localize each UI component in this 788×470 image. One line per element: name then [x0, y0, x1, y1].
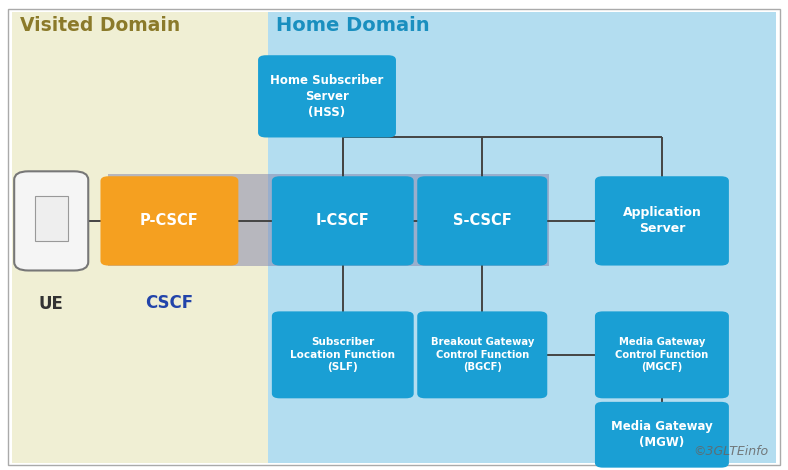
Text: Visited Domain: Visited Domain — [20, 16, 180, 35]
Text: CSCF: CSCF — [145, 294, 194, 312]
FancyBboxPatch shape — [14, 171, 88, 271]
Text: UE: UE — [39, 295, 64, 313]
FancyBboxPatch shape — [258, 55, 396, 137]
Bar — [35, 196, 68, 241]
FancyBboxPatch shape — [595, 402, 729, 468]
Text: S-CSCF: S-CSCF — [453, 213, 511, 228]
Text: Application
Server: Application Server — [623, 206, 701, 235]
FancyBboxPatch shape — [418, 312, 547, 399]
FancyBboxPatch shape — [595, 176, 729, 266]
Text: Breakout Gateway
Control Function
(BGCF): Breakout Gateway Control Function (BGCF) — [430, 337, 534, 372]
Text: I-CSCF: I-CSCF — [316, 213, 370, 228]
Text: Media Gateway
Control Function
(MGCF): Media Gateway Control Function (MGCF) — [615, 337, 708, 372]
Bar — [108, 174, 549, 266]
FancyBboxPatch shape — [101, 176, 238, 266]
Bar — [268, 12, 776, 463]
FancyBboxPatch shape — [595, 312, 729, 399]
Text: P-CSCF: P-CSCF — [140, 213, 199, 228]
Text: Media Gateway
(MGW): Media Gateway (MGW) — [611, 420, 713, 449]
Text: Home Domain: Home Domain — [276, 16, 429, 35]
Text: Home Subscriber
Server
(HSS): Home Subscriber Server (HSS) — [270, 74, 384, 119]
Text: Subscriber
Location Function
(SLF): Subscriber Location Function (SLF) — [290, 337, 396, 372]
Text: ©3GLTEinfo: ©3GLTEinfo — [693, 445, 768, 458]
FancyBboxPatch shape — [272, 176, 414, 266]
Bar — [12, 12, 268, 463]
FancyBboxPatch shape — [272, 312, 414, 399]
FancyBboxPatch shape — [418, 176, 547, 266]
